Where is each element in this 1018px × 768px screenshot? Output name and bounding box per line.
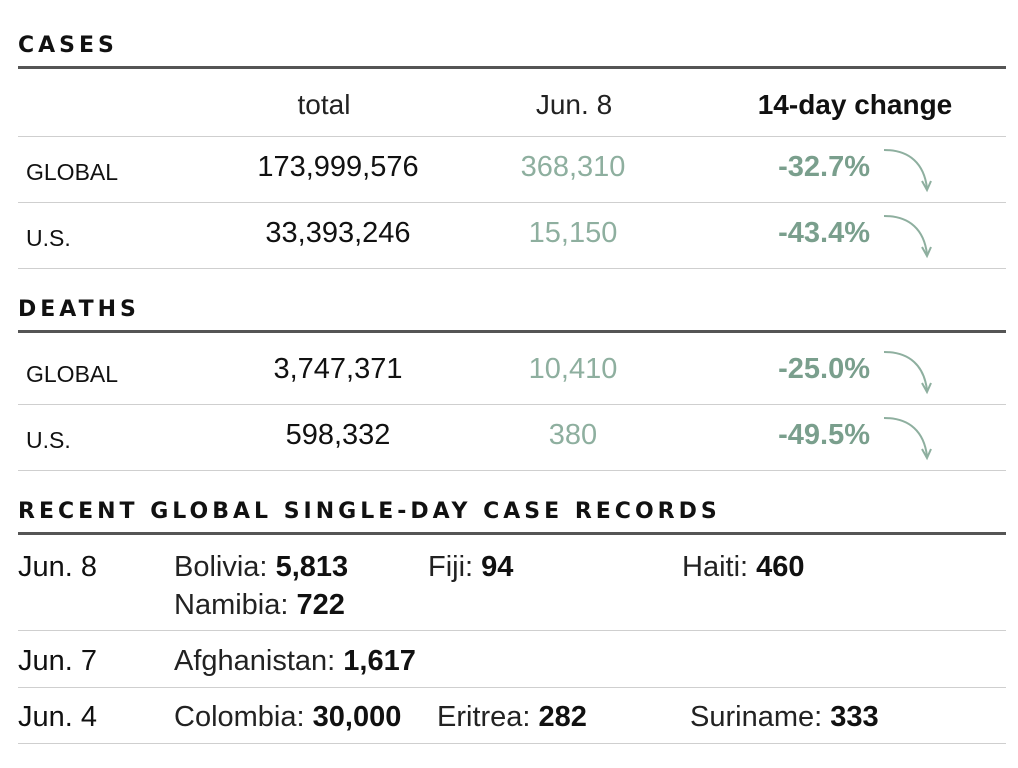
cases-title: CASES bbox=[18, 33, 118, 58]
header-date: Jun. 8 bbox=[535, 89, 613, 120]
record-item: Fiji: 94 bbox=[428, 553, 513, 582]
record-item: Colombia: 30,000 bbox=[174, 703, 401, 732]
divider bbox=[18, 743, 1006, 744]
cases-global-daily: 368,310 bbox=[520, 151, 626, 183]
record-item: Haiti: 460 bbox=[682, 553, 805, 582]
record-value: 94 bbox=[481, 551, 514, 583]
record-country: Haiti: bbox=[682, 551, 749, 583]
record-value: 30,000 bbox=[312, 701, 402, 733]
divider bbox=[18, 630, 1006, 631]
record-value: 722 bbox=[296, 589, 345, 621]
cases-us-change: -43.4% bbox=[778, 217, 870, 249]
record-country: Colombia: bbox=[174, 701, 305, 733]
records-rule bbox=[18, 532, 1006, 535]
curved-down-arrow-icon bbox=[880, 146, 932, 196]
deaths-us-daily: 380 bbox=[548, 419, 598, 451]
record-item: Afghanistan: 1,617 bbox=[174, 647, 416, 676]
cases-global-change: -32.7% bbox=[778, 151, 870, 183]
deaths-global-total: 3,747,371 bbox=[273, 353, 403, 385]
covid-stats-table: CASES total Jun. 8 14-day change GLOBAL … bbox=[18, 0, 1006, 768]
record-item: Bolivia: 5,813 bbox=[174, 553, 348, 582]
record-date: Jun. 4 bbox=[18, 701, 97, 733]
cases-us-daily: 15,150 bbox=[528, 217, 618, 249]
record-country: Namibia: bbox=[174, 589, 289, 621]
deaths-global-daily: 10,410 bbox=[528, 353, 618, 385]
divider bbox=[18, 202, 1006, 203]
cases-rule bbox=[18, 66, 1006, 69]
cases-us-label: U.S. bbox=[26, 225, 71, 251]
header-14-day-change: 14-day change bbox=[757, 89, 953, 120]
divider bbox=[18, 687, 1006, 688]
cases-global-total: 173,999,576 bbox=[257, 151, 419, 183]
curved-down-arrow-icon bbox=[880, 348, 932, 398]
deaths-us-label: U.S. bbox=[26, 427, 71, 453]
deaths-rule bbox=[18, 330, 1006, 333]
record-item: Namibia: 722 bbox=[174, 591, 345, 620]
record-item: Suriname: 333 bbox=[690, 703, 879, 732]
cases-global-label: GLOBAL bbox=[26, 159, 119, 185]
divider bbox=[18, 136, 1006, 137]
deaths-us-total: 598,332 bbox=[285, 419, 391, 451]
record-country: Eritrea: bbox=[437, 701, 531, 733]
record-value: 460 bbox=[756, 551, 805, 583]
record-value: 1,617 bbox=[343, 645, 416, 677]
divider bbox=[18, 268, 1006, 269]
record-value: 5,813 bbox=[275, 551, 349, 583]
curved-down-arrow-icon bbox=[880, 414, 932, 464]
record-date: Jun. 8 bbox=[18, 551, 97, 583]
divider bbox=[18, 404, 1006, 405]
record-country: Bolivia: bbox=[174, 551, 268, 583]
record-value: 282 bbox=[538, 701, 587, 733]
curved-down-arrow-icon bbox=[880, 212, 932, 262]
record-country: Suriname: bbox=[690, 701, 823, 733]
record-country: Afghanistan: bbox=[174, 645, 336, 677]
cases-us-total: 33,393,246 bbox=[265, 217, 411, 249]
record-value: 333 bbox=[830, 701, 879, 733]
deaths-global-change: -25.0% bbox=[778, 353, 870, 385]
header-total: total bbox=[297, 89, 351, 120]
deaths-title: DEATHS bbox=[18, 297, 140, 322]
deaths-global-label: GLOBAL bbox=[26, 361, 119, 387]
records-title: RECENT GLOBAL SINGLE-DAY CASE RECORDS bbox=[18, 499, 721, 524]
deaths-us-change: -49.5% bbox=[778, 419, 870, 451]
record-country: Fiji: bbox=[428, 551, 474, 583]
record-item: Eritrea: 282 bbox=[437, 703, 587, 732]
divider bbox=[18, 470, 1006, 471]
record-date: Jun. 7 bbox=[18, 645, 97, 677]
